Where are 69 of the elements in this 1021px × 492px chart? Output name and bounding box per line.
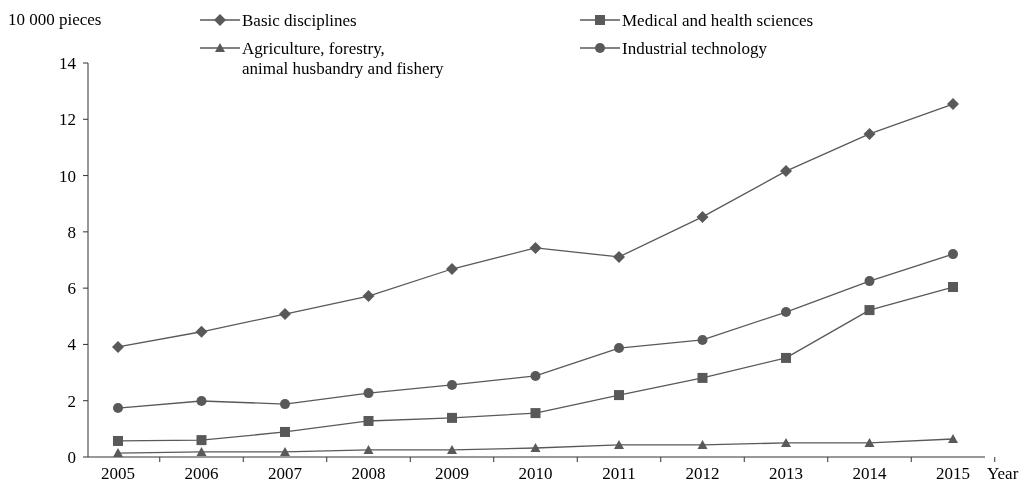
point: [280, 446, 290, 456]
x-tick-label: 2009: [435, 464, 469, 483]
y-tick-label: 4: [67, 335, 77, 355]
point: [363, 388, 374, 399]
point: [196, 435, 207, 446]
y-tick-label: 0: [67, 447, 76, 467]
y-tick-label: 2: [67, 391, 76, 411]
x-tick-label: 2014: [852, 464, 887, 483]
point: [363, 415, 374, 426]
x-tick-label: 2015: [936, 464, 970, 483]
point: [948, 282, 958, 293]
point: [112, 340, 124, 353]
point: [697, 372, 708, 383]
y-tick-label: 10: [59, 166, 76, 186]
point: [697, 439, 708, 449]
point: [530, 408, 541, 419]
point: [447, 444, 457, 454]
x-axis-title: Year: [987, 464, 1019, 483]
x-tick-label: 2005: [101, 464, 135, 483]
point: [780, 165, 792, 178]
point: [697, 334, 708, 345]
point: [948, 249, 958, 260]
point: [781, 352, 791, 363]
point: [614, 343, 624, 354]
point: [781, 437, 791, 447]
y-tick-label: 8: [67, 222, 76, 242]
point: [864, 305, 875, 316]
legend-label: Industrial technology: [622, 38, 768, 58]
x-tick-label: 2008: [351, 464, 386, 483]
x-tick-label: 2006: [184, 464, 219, 483]
point: [864, 437, 875, 447]
point: [530, 442, 541, 452]
point: [113, 435, 123, 446]
point: [529, 241, 542, 254]
point: [864, 276, 875, 287]
legend-label: Basic disciplines: [242, 10, 357, 30]
point: [196, 396, 207, 406]
point: [530, 370, 541, 381]
point: [447, 412, 457, 423]
legend-label: Agriculture, forestry, animal husbandry and fishery: [242, 38, 445, 78]
point: [781, 307, 791, 318]
x-tick-label: 2010: [518, 464, 553, 483]
point: [613, 250, 625, 263]
point: [447, 379, 457, 390]
y-tick-label: 14: [59, 53, 77, 73]
point: [947, 98, 959, 111]
y-tick-label: 6: [67, 279, 76, 299]
x-tick-label: 2007: [268, 464, 303, 483]
point: [948, 433, 958, 443]
point: [279, 308, 291, 321]
point: [362, 290, 375, 303]
legend-label: Medical and health sciences: [622, 10, 814, 30]
x-tick-label: 2012: [685, 464, 720, 483]
point: [614, 390, 624, 401]
point: [446, 263, 458, 276]
point: [696, 210, 709, 223]
point: [614, 439, 624, 449]
point: [863, 127, 876, 140]
point: [113, 403, 123, 414]
point: [196, 446, 207, 456]
point: [363, 444, 374, 454]
point: [195, 325, 208, 338]
y-axis-title: 10 000 pieces: [8, 10, 102, 29]
point: [280, 399, 290, 410]
y-tick-label: 12: [59, 110, 76, 130]
point: [113, 448, 123, 458]
point: [280, 426, 290, 437]
x-tick-label: 2011: [602, 464, 636, 483]
x-tick-label: 2013: [769, 464, 803, 483]
